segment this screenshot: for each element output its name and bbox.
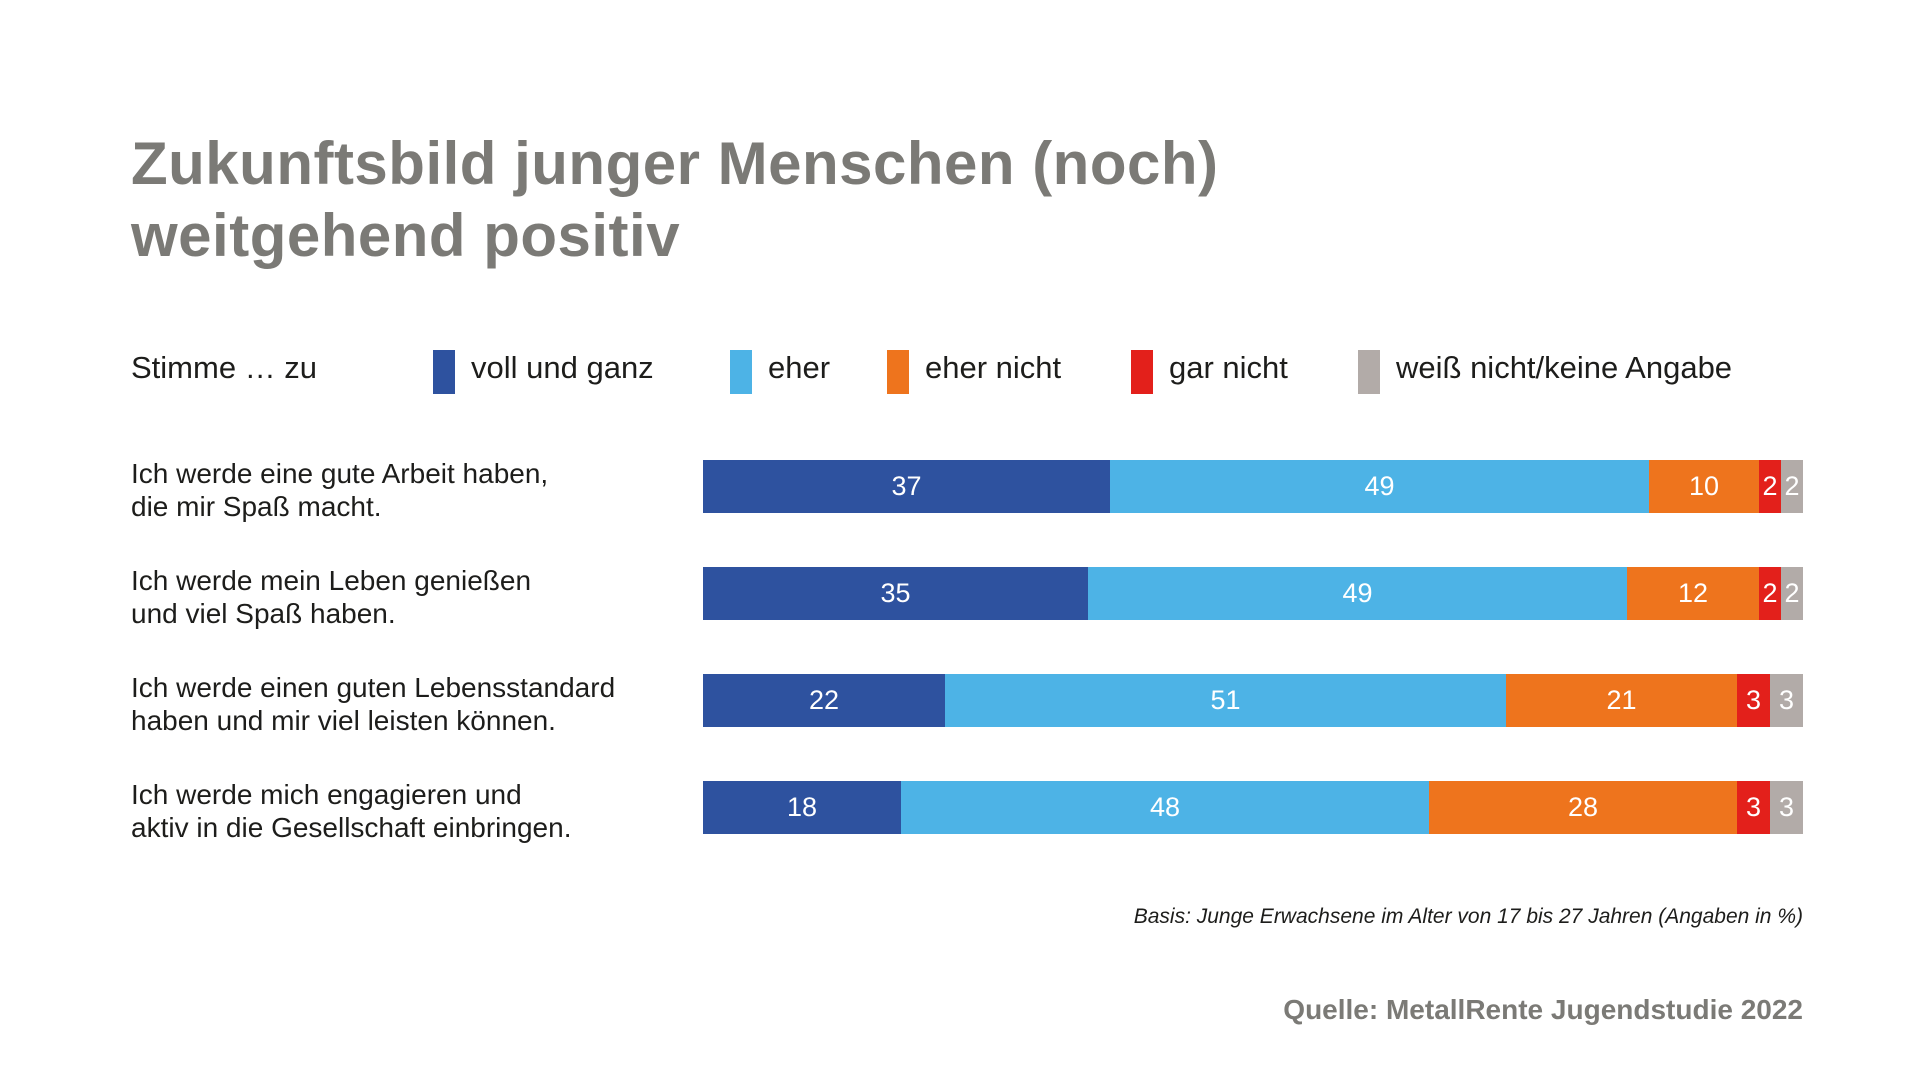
bar-segment-row1-series5: 2 <box>1781 460 1803 513</box>
bar-segment-row4-series1: 18 <box>703 781 901 834</box>
bar-segment-row2-series1: 35 <box>703 567 1088 620</box>
category-label-3: Ich werde einen guten Lebensstandard habe… <box>131 671 691 737</box>
legend-label-1: voll und ganz <box>471 350 654 385</box>
category-label-4-line-2: aktiv in die Gesellschaft einbringen. <box>131 812 572 843</box>
category-label-4: Ich werde mich engagieren und aktiv in di… <box>131 778 691 844</box>
bar-segment-row2-series5: 2 <box>1781 567 1803 620</box>
category-label-1: Ich werde eine gute Arbeit haben, die mir… <box>131 457 691 523</box>
chart-source: Quelle: MetallRente Jugendstudie 2022 <box>1283 994 1803 1025</box>
bar-row-1: 37 49 10 2 2 <box>703 460 1803 513</box>
bar-segment-row4-series2: 48 <box>901 781 1429 834</box>
bar-segment-row3-series5: 3 <box>1770 674 1803 727</box>
bar-segment-row4-series5: 3 <box>1770 781 1803 834</box>
legend-label-3: eher nicht <box>925 350 1062 385</box>
category-label-4-line-1: Ich werde mich engagieren und <box>131 779 522 810</box>
bar-segment-row2-series4: 2 <box>1759 567 1781 620</box>
bar-row-3: 22 51 21 3 3 <box>703 674 1803 727</box>
bar-segment-row3-series3: 21 <box>1506 674 1737 727</box>
bar-segment-row4-series3: 28 <box>1429 781 1737 834</box>
legend-prefix: Stimme … zu <box>131 350 318 385</box>
bar-segment-row2-series2: 49 <box>1088 567 1627 620</box>
category-label-2: Ich werde mein Leben genießen und viel Sp… <box>131 564 691 630</box>
bar-segment-row2-series3: 12 <box>1627 567 1759 620</box>
legend-label-2: eher <box>768 350 831 385</box>
bar-segment-row1-series3: 10 <box>1649 460 1759 513</box>
category-label-2-line-1: Ich werde mein Leben genießen <box>131 565 532 596</box>
legend-swatch-3 <box>887 350 909 394</box>
chart-title: Zukunftsbild junger Menschen (noch) weit… <box>131 128 1531 272</box>
bar-row-4: 18 48 28 3 3 <box>703 781 1803 834</box>
legend-swatch-4 <box>1131 350 1153 394</box>
chart-title-line-2: weitgehend positiv <box>131 202 681 269</box>
bar-segment-row3-series4: 3 <box>1737 674 1770 727</box>
category-label-1-line-2: die mir Spaß macht. <box>131 491 382 522</box>
bar-segment-row3-series2: 51 <box>945 674 1506 727</box>
legend-swatch-1 <box>433 350 455 394</box>
bar-segment-row3-series1: 22 <box>703 674 945 727</box>
legend-label-5: weiß nicht/keine Angabe <box>1396 350 1733 385</box>
chart-legend: Stimme … zu voll und ganz eher eher nicht g… <box>131 346 1811 396</box>
legend-label-4: gar nicht <box>1169 350 1288 385</box>
bar-row-2: 35 49 12 2 2 <box>703 567 1803 620</box>
bar-segment-row4-series4: 3 <box>1737 781 1770 834</box>
category-label-3-line-2: haben und mir viel leisten können. <box>131 705 556 736</box>
chart-note: Basis: Junge Erwachsene im Alter von 17 … <box>1133 905 1803 928</box>
legend-swatch-5 <box>1358 350 1380 394</box>
bar-segment-row1-series2: 49 <box>1110 460 1649 513</box>
bar-segment-row1-series4: 2 <box>1759 460 1781 513</box>
category-label-2-line-2: und viel Spaß haben. <box>131 598 396 629</box>
category-label-3-line-1: Ich werde einen guten Lebensstandard <box>131 672 616 703</box>
category-label-1-line-1: Ich werde eine gute Arbeit haben, <box>131 458 549 489</box>
chart-title-line-1: Zukunftsbild junger Menschen (noch) <box>131 130 1219 197</box>
bar-segment-row1-series1: 37 <box>703 460 1110 513</box>
legend-swatch-2 <box>730 350 752 394</box>
